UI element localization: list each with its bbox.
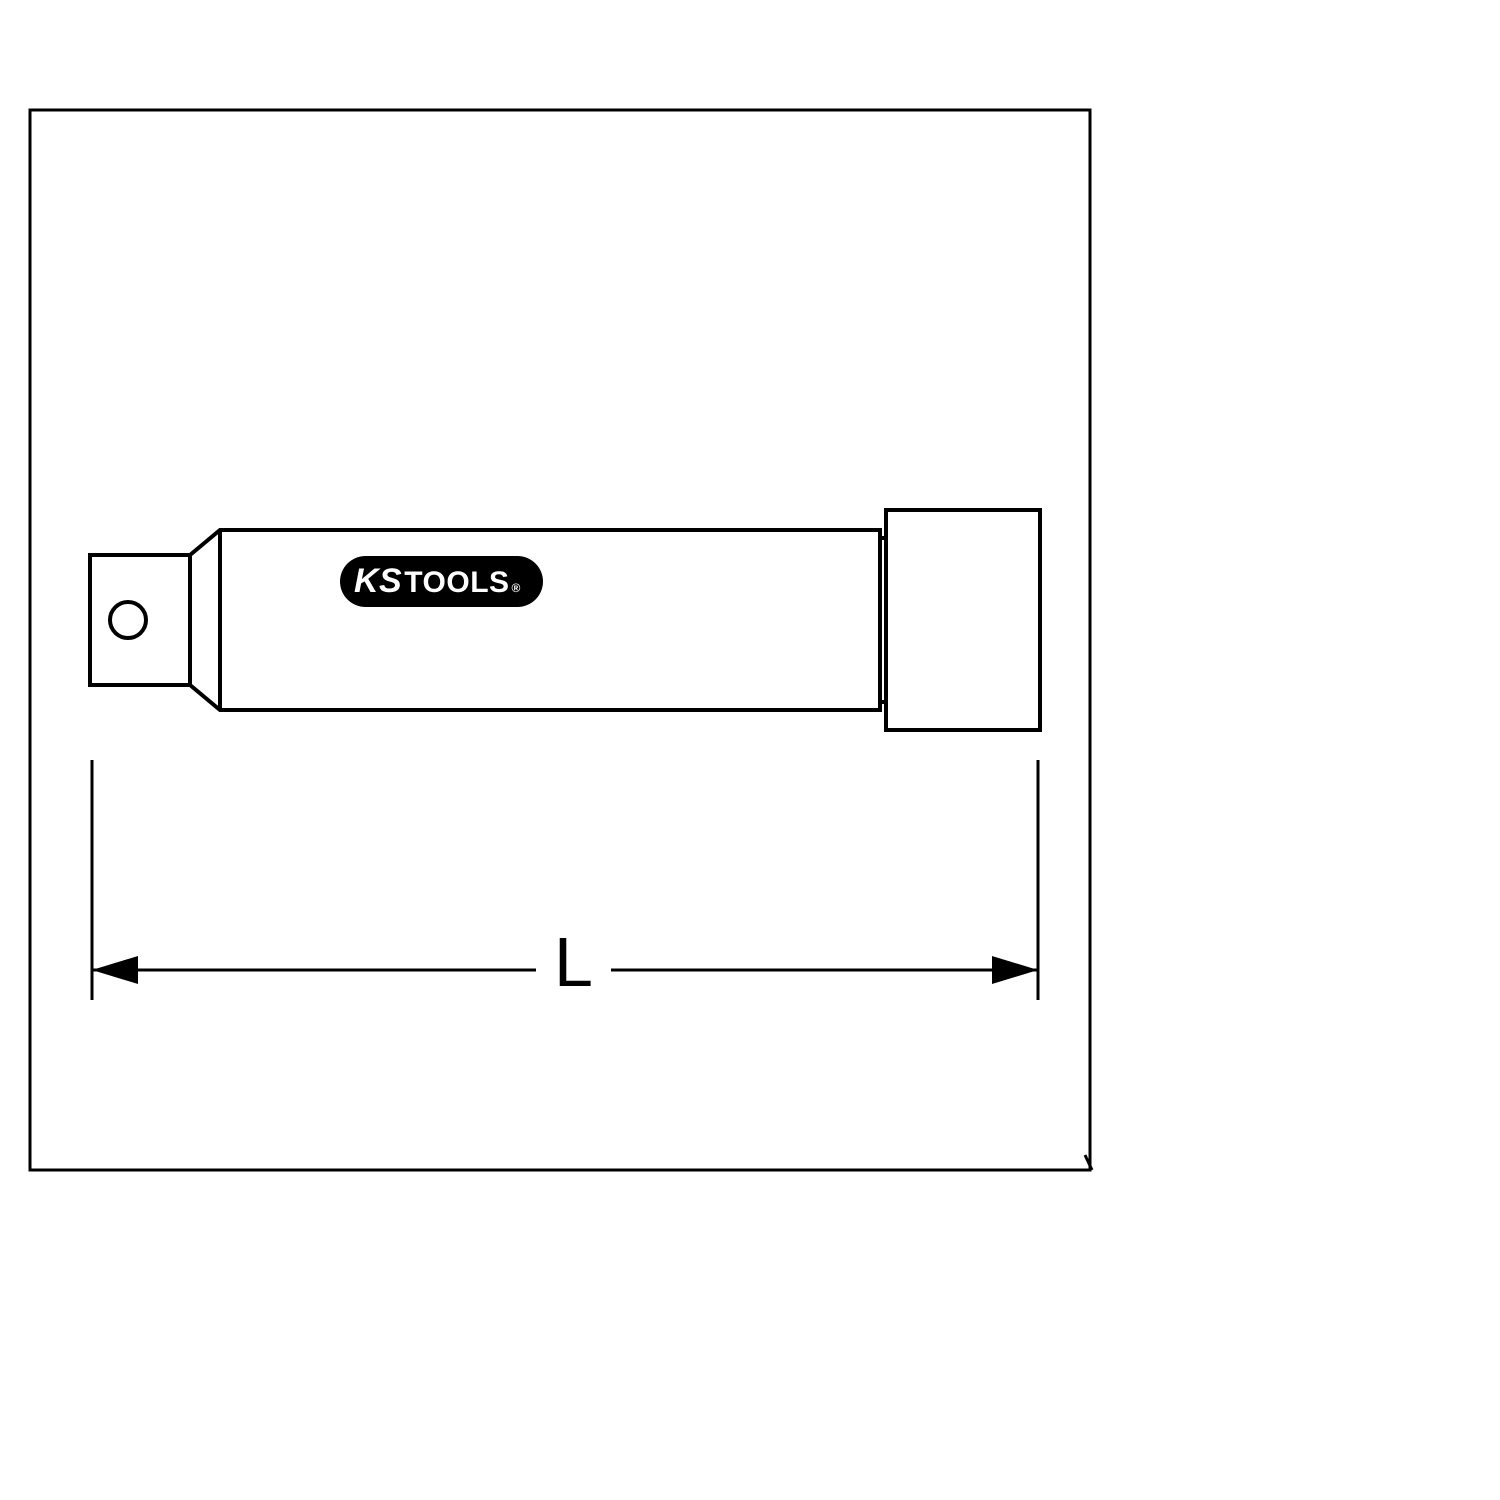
brand-tools-text: TOOLS — [404, 566, 509, 600]
brand-ks-text: KS — [354, 562, 402, 601]
extension-bar-drawing — [0, 0, 1500, 1500]
bar-outline — [90, 510, 1040, 730]
extension-bar — [90, 510, 1040, 730]
brand-badge: KSTOOLS® — [340, 556, 543, 607]
detent-hole — [110, 602, 146, 638]
dim-arrow-right — [992, 956, 1038, 984]
dim-arrow-left — [92, 956, 138, 984]
brand-registered-icon: ® — [512, 581, 521, 595]
dimension-label-l: L — [536, 922, 611, 1002]
diagram-canvas: L KSTOOLS® — [0, 0, 1500, 1500]
